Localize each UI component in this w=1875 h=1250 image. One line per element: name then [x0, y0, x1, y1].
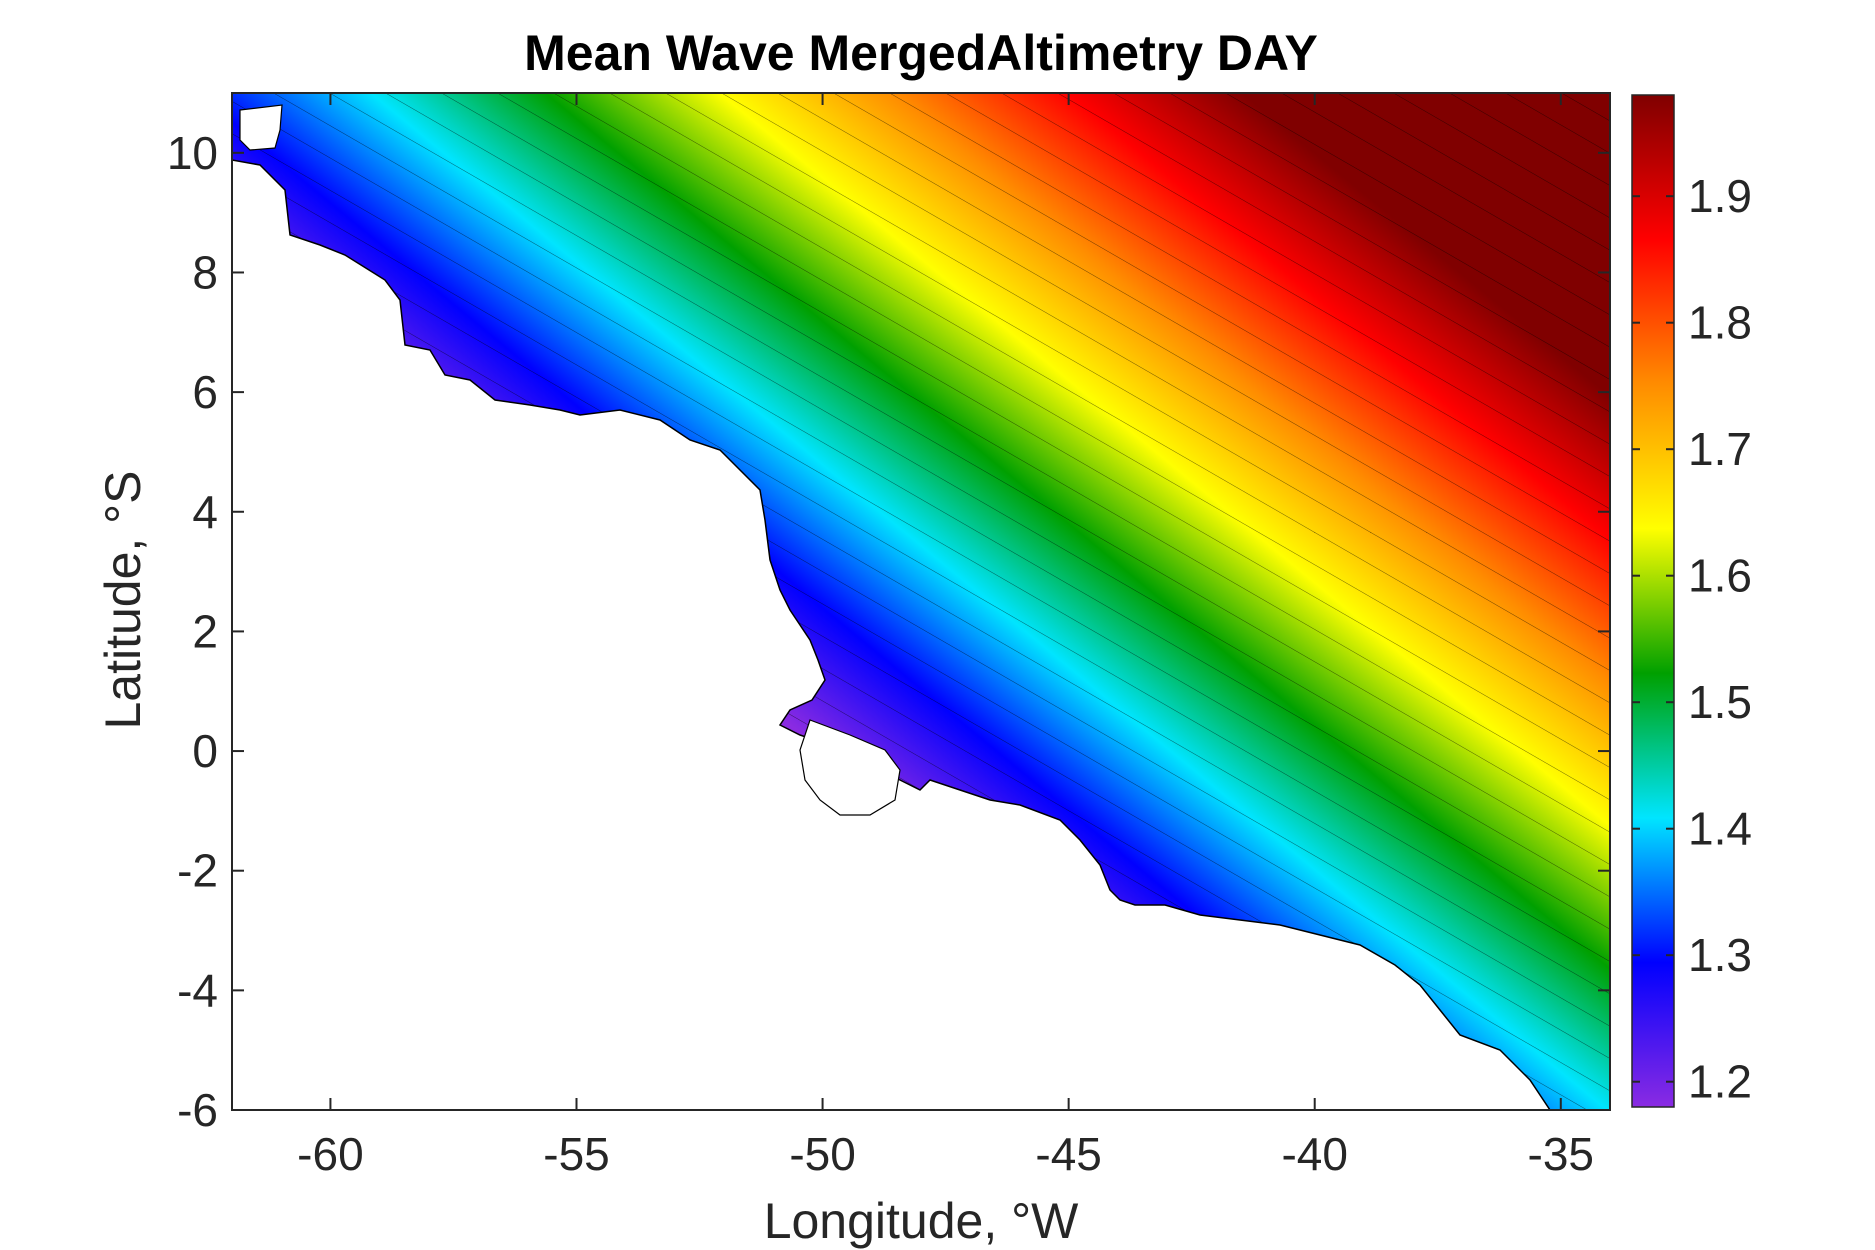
- y-tick-label: -6: [177, 1084, 218, 1136]
- x-axis: -60 -55 -50 -45 -40 -35: [297, 93, 1594, 1180]
- colorbar-tick-label: 1.2: [1688, 1056, 1752, 1108]
- colorbar: 1.2 1.3 1.4 1.5 1.6 1.7 1.8 1.9: [1631, 94, 1752, 1108]
- x-axis-title: Longitude, °W: [764, 1193, 1079, 1249]
- island-north: [239, 104, 283, 151]
- y-axis: -6 -4 -2 0 2 4 6 8 10: [167, 127, 1610, 1136]
- colorbar-tick-label: 1.6: [1688, 550, 1752, 602]
- colorbar-tick-label: 1.4: [1688, 803, 1752, 855]
- y-tick-label: 10: [167, 127, 218, 179]
- island-marajo: [799, 719, 901, 816]
- x-tick-label: -55: [543, 1128, 609, 1180]
- plot-frame: [231, 92, 1611, 1111]
- y-tick-label: -2: [177, 845, 218, 897]
- colorbar-tick-label: 1.7: [1688, 423, 1752, 475]
- y-tick-label: 8: [192, 246, 218, 298]
- colorbar-gradient: [1631, 94, 1675, 1108]
- y-tick-label: 6: [192, 366, 218, 418]
- colorbar-ticks: 1.2 1.3 1.4 1.5 1.6 1.7 1.8 1.9: [1632, 170, 1752, 1108]
- y-tick-label: 0: [192, 725, 218, 777]
- x-tick-label: -45: [1035, 1128, 1101, 1180]
- x-tick-label: -50: [789, 1128, 855, 1180]
- x-tick-label: -60: [297, 1128, 363, 1180]
- colorbar-tick-label: 1.9: [1688, 170, 1752, 222]
- colorbar-tick-label: 1.8: [1688, 297, 1752, 349]
- y-tick-label: 4: [192, 486, 218, 538]
- y-tick-label: -4: [177, 964, 218, 1016]
- x-tick-label: -40: [1281, 1128, 1347, 1180]
- land-mass: [232, 159, 1551, 1110]
- plot-area: [232, 93, 1610, 1110]
- colorbar-tick-label: 1.3: [1688, 929, 1752, 981]
- chart-title: Mean Wave MergedAltimetry DAY: [524, 25, 1318, 81]
- y-axis-title: Latitude, °S: [95, 470, 151, 729]
- colorbar-tick-label: 1.5: [1688, 676, 1752, 728]
- x-tick-label: -35: [1528, 1128, 1594, 1180]
- y-tick-label: 2: [192, 605, 218, 657]
